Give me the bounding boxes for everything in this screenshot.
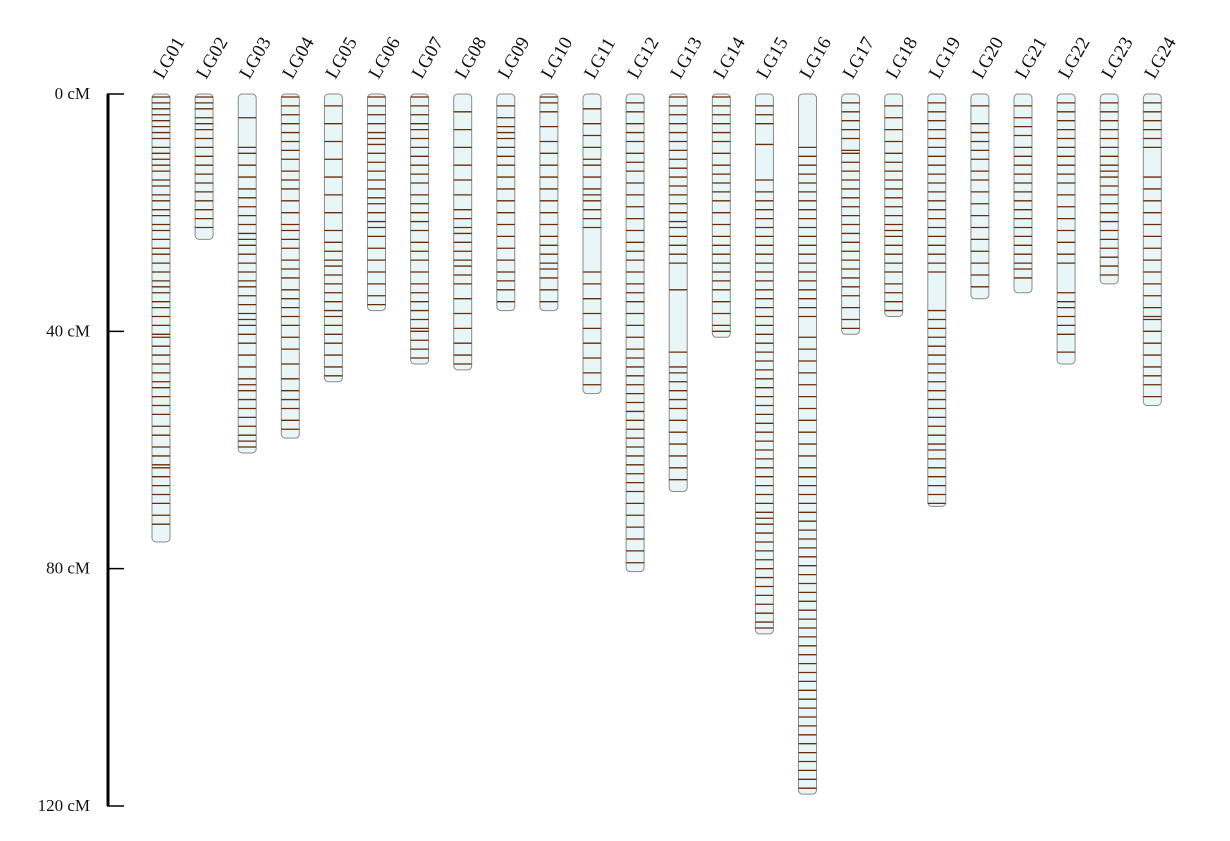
linkage-group-label: LG18 (882, 34, 922, 83)
linkage-group-lg05: LG05 (322, 34, 362, 383)
linkage-group-label: LG23 (1097, 34, 1137, 83)
linkage-group-lg23: LG23 (1097, 34, 1138, 285)
linkage-group-label: LG11 (580, 34, 620, 82)
linkage-group-label: LG16 (796, 34, 836, 83)
linkage-group-label: LG05 (322, 34, 362, 83)
linkage-group-lg20: LG20 (968, 34, 1008, 300)
chromosome-bar (539, 93, 559, 312)
linkage-groups: LG01 LG02 LG03 LG04 LG05 LG06 LG07 LG08 LG09 LG10… (149, 33, 1181, 795)
chromosome-bar (668, 93, 688, 493)
chromosome-bar (453, 93, 473, 371)
linkage-group-label: LG08 (451, 34, 491, 83)
linkage-group-lg18: LG18 (882, 34, 922, 317)
linkage-group-lg16: LG16 (796, 34, 836, 795)
chromosome-bar (582, 93, 602, 395)
y-axis-tick-label: 80 cM (46, 559, 90, 578)
linkage-group-lg14: LG14 (709, 33, 750, 338)
linkage-group-lg13: LG13 (666, 34, 707, 493)
chromosome-bar (237, 93, 257, 454)
linkage-group-label: LG24 (1140, 33, 1181, 82)
linkage-group-lg09: LG09 (494, 34, 534, 312)
linkage-group-label: LG03 (235, 34, 275, 83)
linkage-group-label: LG22 (1054, 34, 1094, 83)
linkage-group-lg24: LG24 (1140, 33, 1181, 406)
linkage-group-label: LG15 (753, 34, 793, 83)
chromosome-bar (367, 93, 386, 312)
linkage-group-label: LG07 (408, 34, 448, 83)
chromosome-bar (151, 93, 171, 543)
linkage-group-label: LG12 (623, 34, 663, 83)
linkage-group-lg17: LG17 (839, 34, 879, 335)
linkage-group-lg22: LG22 (1054, 34, 1095, 365)
chromosome-bar (1099, 93, 1119, 285)
y-axis-tick-label: 120 cM (38, 796, 90, 815)
linkage-group-lg02: LG02 (192, 34, 233, 240)
chromosome-bar (410, 93, 430, 365)
linkage-group-lg10: LG10 (537, 34, 577, 312)
chromosome-bar (323, 93, 343, 383)
chromosome-bar (1142, 93, 1162, 406)
linkage-group-lg07: LG07 (408, 34, 448, 365)
linkage-group-lg21: LG21 (1011, 34, 1051, 294)
linkage-group-lg08: LG08 (451, 34, 491, 371)
linkage-group-lg15: LG15 (753, 34, 793, 635)
linkage-group-lg04: LG04 (278, 33, 319, 439)
linkage-group-label: LG02 (192, 34, 232, 83)
linkage-group-lg11: LG11 (580, 34, 620, 395)
chromosome-bar (625, 93, 645, 573)
linkage-group-lg01: LG01 (149, 34, 189, 543)
linkage-group-label: LG21 (1011, 34, 1051, 83)
chromosome-bar (280, 93, 300, 439)
linkage-group-label: LG04 (278, 33, 319, 82)
linkage-group-lg06: LG06 (365, 34, 405, 312)
linkage-group-label: LG20 (968, 34, 1008, 83)
linkage-group-label: LG09 (494, 34, 534, 83)
chromosome-bar (1056, 93, 1076, 365)
chromosome-bar (194, 93, 214, 240)
linkage-group-lg19: LG19 (925, 34, 965, 507)
linkage-group-label: LG13 (666, 34, 706, 83)
chromosome-bar (711, 93, 731, 338)
chromosome-bar (927, 93, 947, 507)
linkage-group-label: LG17 (839, 34, 879, 83)
chromosome-bar (754, 93, 774, 635)
chromosome-bar (841, 93, 861, 335)
linkage-group-label: LG19 (925, 34, 965, 83)
y-axis: 0 cM 40 cM 80 cM 120 cM (38, 84, 124, 815)
chromosome-bar (970, 93, 990, 300)
linkage-group-lg12: LG12 (623, 34, 664, 573)
linkage-group-lg03: LG03 (235, 34, 276, 454)
chromosome-bar (884, 93, 904, 317)
y-axis-tick-label: 0 cM (55, 84, 90, 103)
y-axis-tick-label: 40 cM (46, 321, 90, 340)
linkage-group-label: LG01 (149, 34, 189, 83)
chromosome-bar (496, 93, 516, 312)
linkage-group-label: LG14 (709, 33, 750, 82)
linkage-group-label: LG06 (365, 34, 405, 83)
chromosome-bar (1013, 93, 1033, 294)
linkage-group-label: LG10 (537, 34, 577, 83)
